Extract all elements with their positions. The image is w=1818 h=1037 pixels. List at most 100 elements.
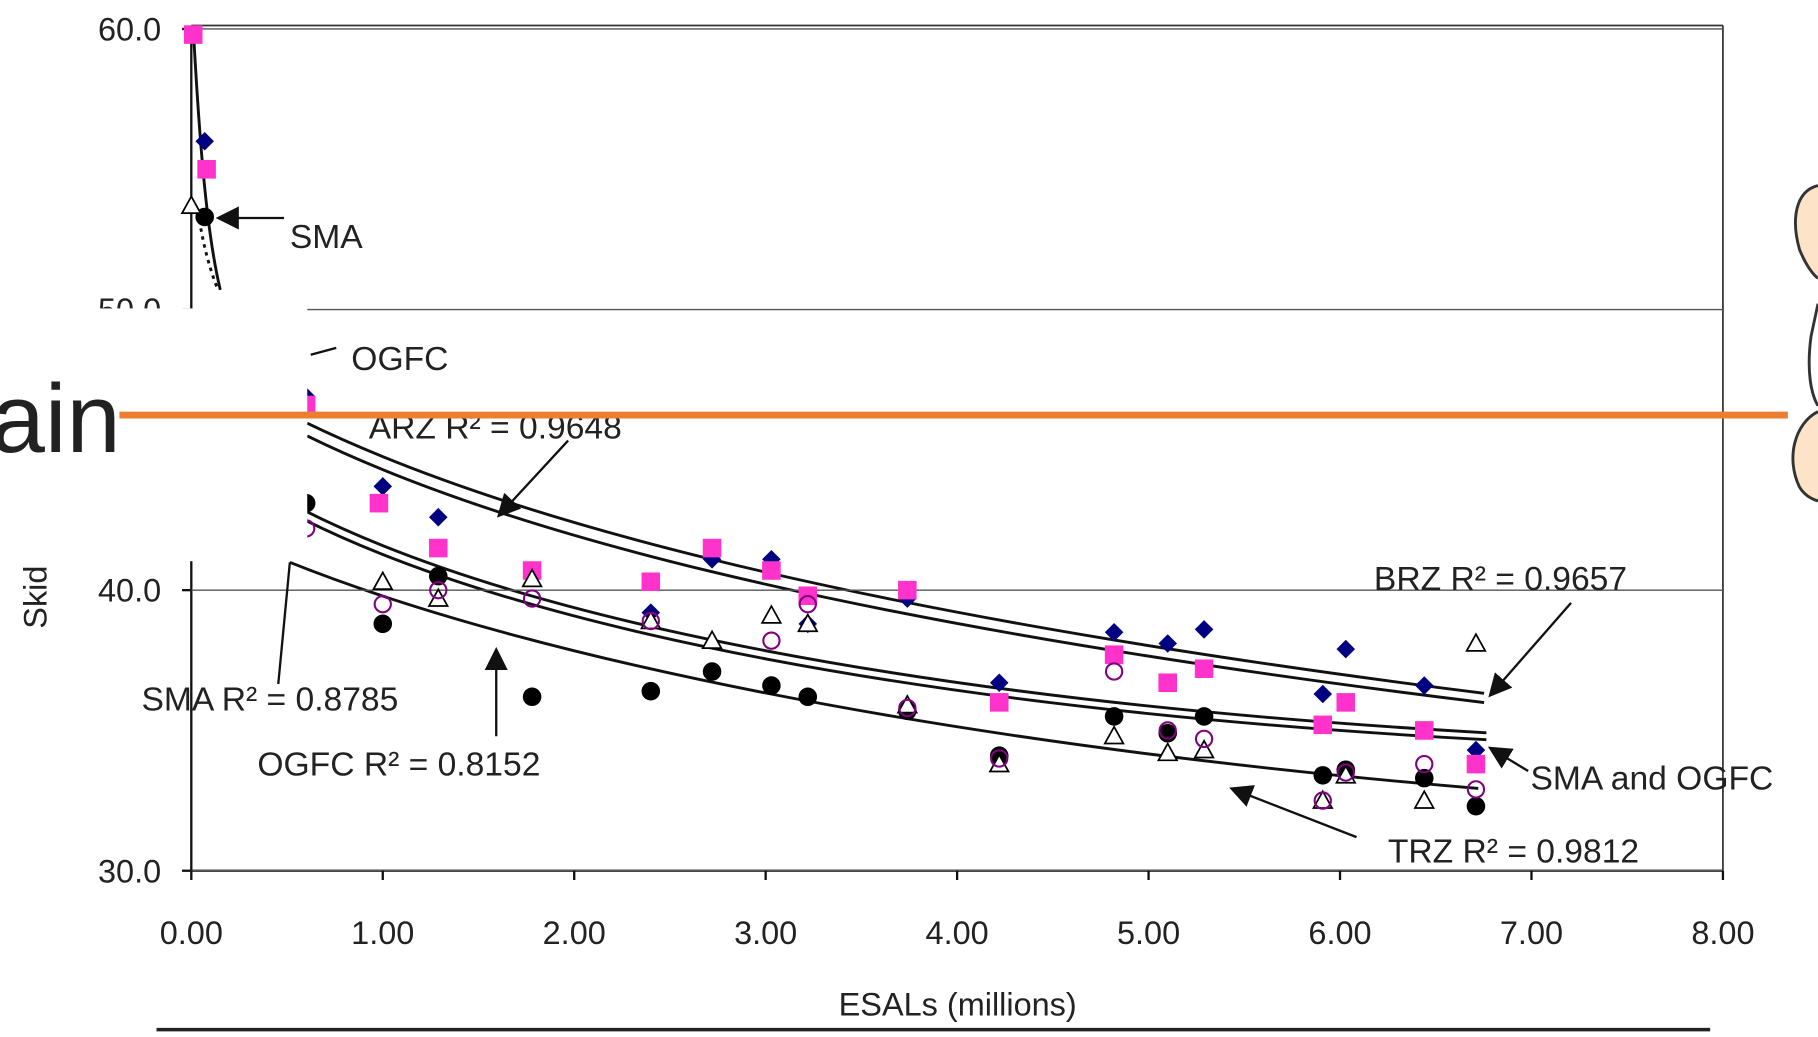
data-point	[429, 538, 448, 558]
data-point	[429, 566, 448, 586]
data-point	[989, 693, 1009, 712]
cartoon-nose	[1791, 410, 1818, 503]
data-point	[180, 194, 203, 215]
x-tick-label: 5.00	[1117, 915, 1180, 951]
data-point	[701, 629, 723, 649]
data-point	[1465, 632, 1487, 652]
data-point	[373, 614, 393, 634]
data-point	[1413, 789, 1436, 809]
data-point	[373, 477, 393, 496]
data-point	[1103, 724, 1125, 745]
data-point	[429, 507, 448, 527]
data-point	[1156, 741, 1179, 762]
trend-line	[306, 434, 1485, 705]
y-tick-label: 40.0	[98, 573, 161, 609]
data-point	[1414, 768, 1434, 788]
x-tick-label: 0.00	[160, 915, 223, 951]
data-point	[641, 572, 661, 592]
data-point	[1158, 673, 1177, 693]
data-point	[429, 580, 448, 600]
data-point	[798, 687, 818, 707]
x-tick-label: 7.00	[1500, 915, 1563, 951]
y-axis-title: Skid	[17, 566, 53, 629]
arrow	[1229, 785, 1357, 839]
data-point	[1466, 740, 1486, 760]
annotation: OGFC R² = 0.8152	[257, 747, 540, 784]
data-point	[1194, 707, 1214, 726]
data-point	[641, 611, 660, 631]
data-point	[521, 567, 543, 588]
arrow	[496, 439, 569, 518]
data-point	[1336, 639, 1356, 659]
data-point	[372, 570, 394, 591]
trend-line	[192, 34, 222, 291]
data-point	[988, 753, 1010, 773]
data-point	[1466, 796, 1486, 816]
data-point	[990, 749, 1009, 768]
data-point	[898, 580, 917, 600]
text-box	[0, 308, 308, 562]
data-point	[1466, 754, 1486, 774]
data-point	[522, 589, 542, 608]
data-point	[197, 160, 216, 179]
data-point	[1466, 780, 1486, 799]
data-point	[798, 595, 817, 614]
y-tick-label: 30.0	[98, 853, 161, 889]
annotation: BRZ R² = 0.9657	[1374, 561, 1627, 598]
annotation: OGFC	[351, 341, 448, 378]
annotation: SMA and OGFC	[1530, 761, 1773, 798]
data-point	[641, 681, 661, 701]
data-point	[762, 561, 781, 580]
x-tick-label: 4.00	[926, 915, 989, 951]
data-point	[369, 493, 389, 513]
data-point	[1104, 707, 1124, 726]
annotation: SMA R² = 0.8785	[141, 682, 398, 719]
y-tick-label: 60.0	[98, 12, 161, 48]
data-point	[1313, 715, 1333, 735]
annotation: TRZ R² = 0.9812	[1388, 834, 1639, 871]
data-point	[797, 612, 819, 633]
cartoon-face	[1807, 303, 1818, 407]
data-point	[522, 687, 542, 707]
trend-lines	[192, 34, 1487, 790]
trend-line	[289, 560, 1479, 790]
data-point	[183, 25, 203, 44]
x-axis-title: ESALs (millions)	[839, 987, 1077, 1023]
data-point	[762, 631, 781, 650]
data-point	[1415, 754, 1434, 774]
arrow	[310, 346, 337, 356]
data-point	[1194, 620, 1214, 639]
data-point	[1194, 659, 1214, 678]
data-point	[702, 662, 722, 681]
data-point	[1104, 645, 1124, 664]
data-point	[1313, 766, 1333, 785]
data-point	[1104, 622, 1124, 642]
x-tick-label: 6.00	[1308, 915, 1371, 951]
data-point	[896, 694, 919, 714]
data-point	[1194, 729, 1214, 749]
data-point	[1336, 763, 1355, 782]
trend-line	[306, 421, 1485, 695]
trend-line	[303, 518, 1487, 742]
arrow	[1487, 746, 1529, 773]
data-point	[898, 698, 917, 718]
plot-area: ESALs (millions) Skid SMA 30.040.050.060…	[17, 12, 1755, 1032]
cartoon	[1791, 184, 1818, 503]
data-point	[1414, 721, 1434, 740]
cartoon-ear	[1794, 184, 1818, 280]
data-point	[1414, 676, 1434, 695]
data-point	[1313, 791, 1332, 810]
data-point	[1193, 739, 1215, 759]
data-point	[760, 604, 783, 624]
trend-line	[197, 220, 220, 291]
annotation: SMA	[290, 219, 363, 256]
data-point	[989, 673, 1009, 693]
arrow	[277, 562, 292, 685]
x-tick-label: 2.00	[543, 915, 606, 951]
data-point	[373, 595, 392, 614]
arrow	[1488, 602, 1572, 698]
data-point	[762, 676, 781, 695]
data-point	[1104, 662, 1124, 681]
